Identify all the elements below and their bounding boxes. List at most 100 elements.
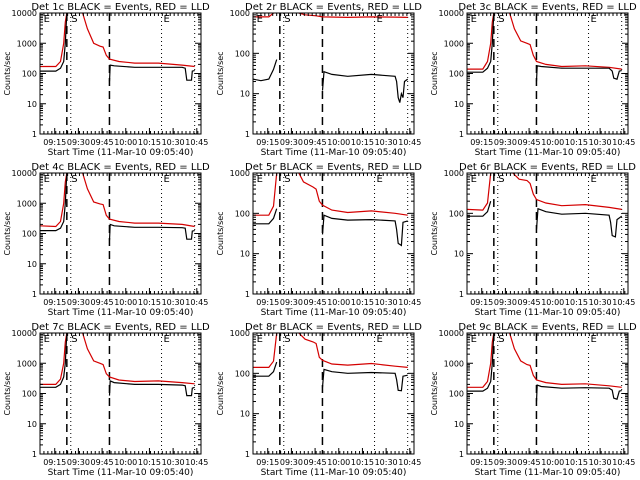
- x-axis-label: Start Time (11-Mar-10 09:05:40): [475, 468, 621, 478]
- x-tick-label: 10:15: [138, 138, 161, 147]
- panel-6: Det 6r BLACK = Events, RED = LLD 1 10 100 10…: [430, 162, 636, 318]
- x-tick-label: 09:45: [518, 138, 541, 147]
- interval-marker-label: S: [284, 174, 290, 185]
- x-tick-label: 10:30: [375, 458, 398, 467]
- y-tick-label: 1000: [230, 169, 250, 178]
- x-tick-label: 10:15: [351, 298, 374, 307]
- panel-1: Det 1c BLACK = Events, RED = LLD 1 10 100 10…: [3, 2, 210, 158]
- panel-4: Det 4c BLACK = Events, RED = LLD 1 10 100 10…: [3, 162, 210, 318]
- y-tick-label: 100: [22, 70, 37, 79]
- interval-marker-label: E: [471, 14, 477, 25]
- interval-marker-label: E: [377, 14, 383, 25]
- x-tick-label: 10:45: [612, 298, 635, 307]
- panel-5: Det 5r BLACK = Events, RED = LLD 1 10 100 10…: [216, 162, 422, 318]
- interval-marker-label: E: [164, 14, 170, 25]
- interval-marker-label: S: [498, 334, 504, 345]
- x-tick-label: 10:00: [327, 298, 350, 307]
- x-tick-label: 09:15: [256, 138, 279, 147]
- lld-series-line: [40, 173, 195, 228]
- y-tick-label: 100: [235, 49, 250, 58]
- interval-marker-label: E: [591, 174, 597, 185]
- x-tick-label: 09:45: [518, 298, 541, 307]
- y-tick-label: 1: [245, 450, 250, 459]
- x-tick-label: 09:30: [67, 298, 90, 307]
- y-tick-label: 100: [235, 369, 250, 378]
- x-tick-label: 10:45: [185, 138, 208, 147]
- x-tick-label: 09:15: [470, 458, 493, 467]
- x-tick-label: 10:45: [185, 298, 208, 307]
- y-tick-label: 10000: [439, 9, 464, 18]
- x-tick-label: 09:30: [280, 458, 303, 467]
- interval-marker-label: E: [44, 174, 50, 185]
- y-tick-label: 1: [459, 450, 464, 459]
- panel-title: Det 9c BLACK = Events, RED = LLD: [458, 322, 637, 333]
- x-tick-label: 10:45: [185, 458, 208, 467]
- x-tick-label: 10:45: [398, 298, 421, 307]
- x-tick-label: 10:15: [565, 458, 588, 467]
- panel-title: Det 7c BLACK = Events, RED = LLD: [31, 322, 210, 333]
- panel-7: Det 7c BLACK = Events, RED = LLD 1 10 100 10…: [3, 322, 210, 478]
- y-tick-label: 10: [454, 420, 464, 429]
- panel-title: Det 8r BLACK = Events, RED = LLD: [245, 322, 422, 333]
- interval-marker-label: S: [71, 14, 77, 25]
- y-tick-label: 1: [32, 450, 37, 459]
- panel-9: Det 9c BLACK = Events, RED = LLD 1 10 100 10…: [430, 322, 637, 478]
- y-tick-label: 1000: [17, 359, 37, 368]
- x-axis-label: Start Time (11-Mar-10 09:05:40): [475, 148, 621, 158]
- panel-8: Det 8r BLACK = Events, RED = LLD 1 10 100 10…: [216, 322, 422, 478]
- y-tick-label: 1000: [444, 359, 464, 368]
- x-tick-label: 09:30: [67, 138, 90, 147]
- y-tick-label: 10000: [12, 9, 37, 18]
- y-tick-label: 1000: [444, 169, 464, 178]
- x-tick-label: 09:15: [256, 298, 279, 307]
- events-series-line: [40, 173, 195, 241]
- x-axis-label: Start Time (11-Mar-10 09:05:40): [261, 468, 407, 478]
- x-axis-label: Start Time (11-Mar-10 09:05:40): [48, 148, 194, 158]
- x-tick-label: 10:45: [612, 138, 635, 147]
- y-tick-label: 10: [27, 420, 37, 429]
- panel-2: Det 2r BLACK = Events, RED = LLD 1 10 100 10…: [216, 2, 422, 158]
- x-tick-label: 10:15: [351, 458, 374, 467]
- interval-marker-label: S: [71, 334, 77, 345]
- x-tick-label: 09:30: [494, 458, 517, 467]
- panel-title: Det 5r BLACK = Events, RED = LLD: [245, 162, 422, 173]
- x-tick-label: 10:15: [351, 138, 374, 147]
- x-tick-label: 09:30: [494, 298, 517, 307]
- interval-marker-label: E: [471, 174, 477, 185]
- y-tick-label: 100: [449, 390, 464, 399]
- y-tick-label: 1000: [230, 9, 250, 18]
- x-tick-label: 09:30: [67, 458, 90, 467]
- panel-title: Det 4c BLACK = Events, RED = LLD: [31, 162, 210, 173]
- y-tick-label: 1000: [444, 39, 464, 48]
- lld-series-line: [40, 333, 195, 385]
- lld-series-line: [467, 173, 622, 211]
- lld-series-line: [467, 13, 622, 70]
- y-tick-label: 100: [449, 70, 464, 79]
- y-tick-label: 1: [32, 290, 37, 299]
- lld-series-line: [253, 13, 408, 19]
- y-tick-label: 10: [27, 100, 37, 109]
- events-series-line: [40, 13, 195, 82]
- x-axis-label: Start Time (11-Mar-10 09:05:40): [261, 148, 407, 158]
- x-tick-label: 10:45: [612, 458, 635, 467]
- x-tick-label: 10:30: [589, 458, 612, 467]
- events-series-line: [467, 333, 622, 402]
- x-tick-label: 09:45: [304, 298, 327, 307]
- y-axis-label: Counts/sec: [216, 51, 225, 95]
- x-tick-label: 09:45: [91, 298, 114, 307]
- events-series-line: [253, 208, 408, 247]
- events-series-line: [40, 333, 195, 397]
- y-axis-label: Counts/sec: [3, 51, 12, 95]
- x-axis-label: Start Time (11-Mar-10 09:05:40): [475, 308, 621, 318]
- x-tick-label: 10:30: [162, 298, 185, 307]
- interval-marker-label: E: [257, 334, 263, 345]
- interval-marker-label: E: [591, 334, 597, 345]
- y-tick-label: 10: [240, 410, 250, 419]
- interval-marker-label: S: [71, 174, 77, 185]
- x-tick-label: 09:15: [43, 138, 66, 147]
- events-series-line: [467, 13, 622, 82]
- y-tick-label: 100: [22, 390, 37, 399]
- y-tick-label: 1: [459, 130, 464, 139]
- y-tick-label: 1000: [230, 329, 250, 338]
